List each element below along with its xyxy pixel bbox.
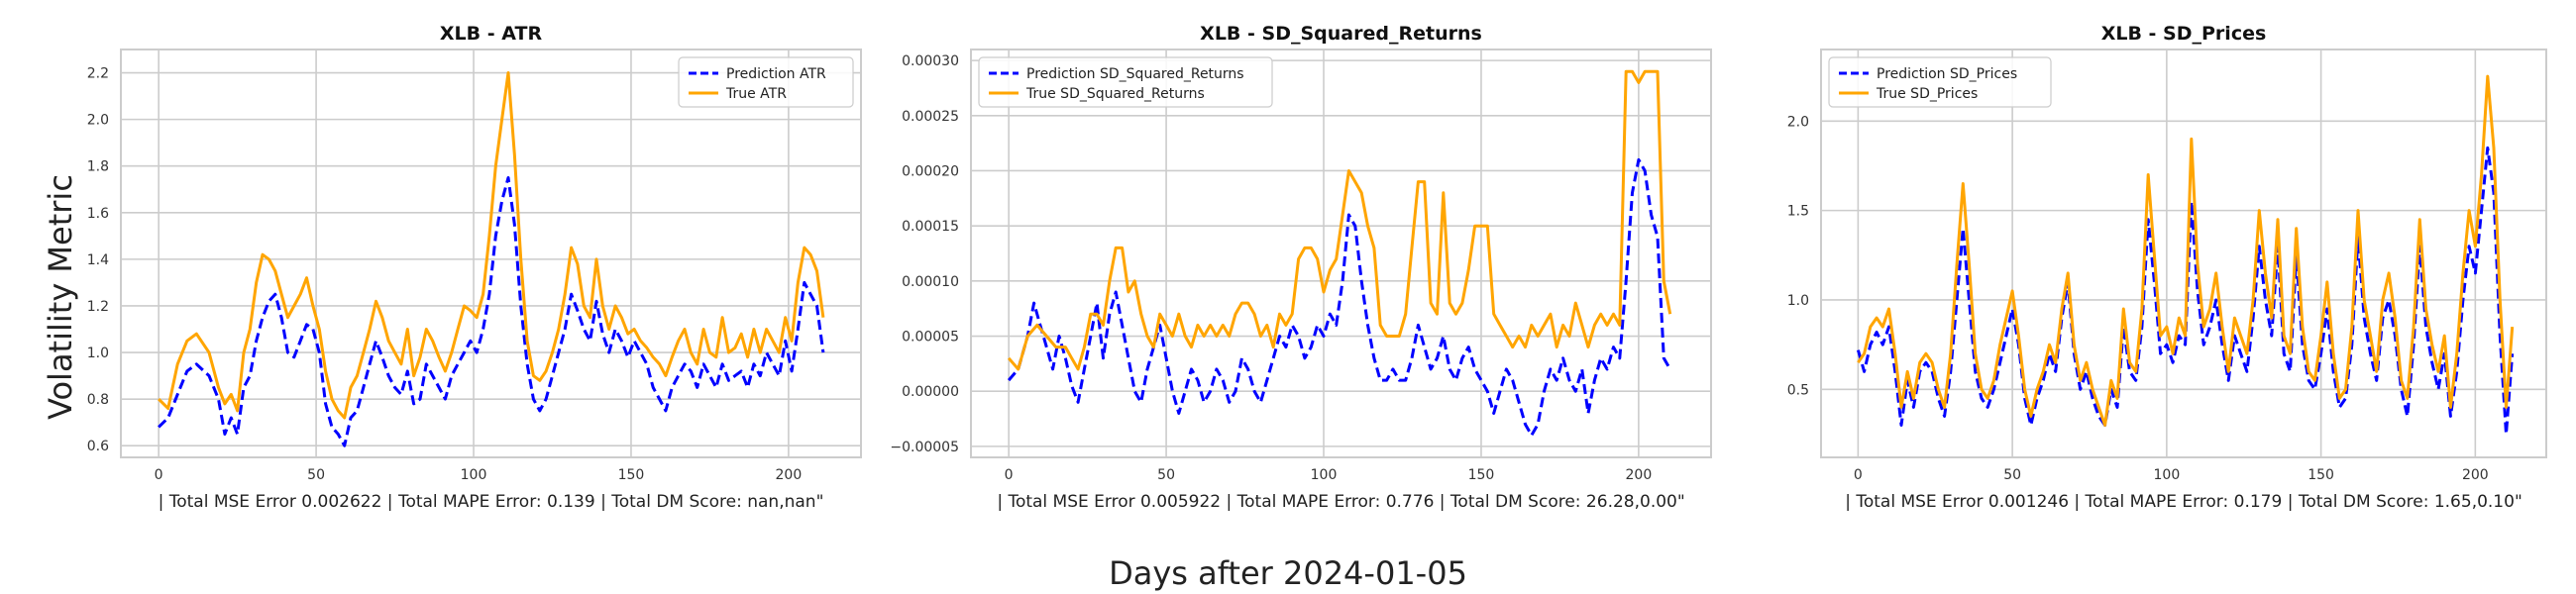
y-tick-label: 1.8 <box>87 159 109 175</box>
y-tick-label: 1.4 <box>87 252 109 268</box>
y-tick-label: 0.6 <box>87 439 109 454</box>
y-tick-label: 2.0 <box>87 113 109 129</box>
y-tick-label: 0.00000 <box>902 384 959 400</box>
chart-panel-2: 0 50 100 150 200 −0.00005 0.00000 0.00005 0.0001… <box>890 23 1712 512</box>
x-axis-label: | Total MSE Error 0.002622 | Total MAPE … <box>159 492 824 512</box>
legend-label: True ATR <box>725 86 787 102</box>
chart-title: XLB - SD_Prices <box>2101 23 2267 45</box>
y-tick-label: 0.00025 <box>902 109 959 125</box>
x-tick-label: 50 <box>2003 467 2021 483</box>
y-tick-label: 1.6 <box>87 206 109 222</box>
legend-label: Prediction ATR <box>726 66 826 82</box>
plot-area <box>971 50 1711 457</box>
y-tick-label: 0.00020 <box>902 163 959 179</box>
panels: 0 50 100 150 200 0.6 0.8 1.0 1.2 1.4 1.6 1.8 2.0 2.2 X… <box>87 23 2547 512</box>
series-line-true <box>158 71 825 420</box>
series-line-true <box>1007 69 1672 371</box>
legend: Prediction ATR True ATR <box>678 56 854 108</box>
chart-title: XLB - SD_Squared_Returns <box>1200 23 1482 45</box>
axes-frame <box>120 49 862 458</box>
series-group <box>158 71 825 447</box>
series-line-prediction <box>158 176 825 447</box>
legend-label: Prediction SD_Squared_Returns <box>1026 66 1244 82</box>
series-line-prediction <box>1856 146 2515 436</box>
legend-label: Prediction SD_Prices <box>1877 66 2017 82</box>
chart-title: XLB - ATR <box>440 23 543 45</box>
axes-frame <box>1820 49 2547 458</box>
x-tick-label: 50 <box>307 467 325 483</box>
legend-box <box>1828 56 2052 108</box>
x-tick-label: 0 <box>155 467 163 483</box>
x-tick-label: 150 <box>2308 467 2334 483</box>
legend-label: True SD_Squared_Returns <box>1025 86 1205 102</box>
x-tick-label: 100 <box>461 467 487 483</box>
figure-ylabel: Volatility Metric <box>42 174 79 420</box>
legend-label: True SD_Prices <box>1876 86 1978 102</box>
x-tick-label: 50 <box>1157 467 1175 483</box>
x-tick-label: 200 <box>1626 467 1653 483</box>
y-tick-label: 0.00010 <box>902 274 959 290</box>
y-tick-label: 1.5 <box>1787 204 1809 220</box>
x-axis-label: | Total MSE Error 0.005922 | Total MAPE … <box>997 492 1684 512</box>
legend-box <box>978 56 1273 108</box>
axes-frame <box>970 49 1712 458</box>
series-line-true <box>1857 74 2515 427</box>
x-tick-label: 0 <box>1005 467 1014 483</box>
y-tick-label: 1.2 <box>87 299 109 315</box>
figure-xlabel: Days after 2024-01-05 <box>1109 554 1467 592</box>
y-tick-label: −0.00005 <box>890 440 959 455</box>
x-tick-label: 150 <box>1468 467 1495 483</box>
plot-area <box>1821 50 2546 457</box>
x-tick-label: 150 <box>618 467 645 483</box>
x-tick-label: 200 <box>2462 467 2489 483</box>
chart-panel-1: 0 50 100 150 200 0.6 0.8 1.0 1.2 1.4 1.6 1.8 2.0 2.2 X… <box>87 23 862 512</box>
x-tick-label: 200 <box>776 467 803 483</box>
legend: Prediction SD_Squared_Returns True SD_Squ… <box>978 56 1273 108</box>
y-tick-label: 1.0 <box>87 346 109 361</box>
x-tick-label: 100 <box>1311 467 1338 483</box>
chart-panel-3: 0 50 100 150 200 0.5 1.0 1.5 2.0 XLB - SD_Prices |… <box>1787 23 2547 512</box>
y-tick-label: 0.00005 <box>902 330 959 346</box>
y-tick-label: 0.8 <box>87 392 109 408</box>
y-tick-label: 2.2 <box>87 66 109 82</box>
y-tick-label: 2.0 <box>1787 114 1809 130</box>
y-tick-label: 1.0 <box>1787 293 1809 309</box>
x-axis-label: | Total MSE Error 0.001246 | Total MAPE … <box>1845 492 2522 512</box>
series-line-prediction <box>1007 157 1671 438</box>
y-tick-label: 0.00015 <box>902 219 959 235</box>
y-tick-label: 0.00030 <box>902 53 959 69</box>
y-tick-label: 0.5 <box>1787 382 1809 398</box>
legend-box <box>678 56 854 108</box>
plot-area <box>121 50 861 457</box>
x-tick-label: 100 <box>2154 467 2181 483</box>
series-group <box>1856 74 2515 436</box>
legend: Prediction SD_Prices True SD_Prices <box>1828 56 2052 108</box>
series-group <box>1007 69 1672 438</box>
x-tick-label: 0 <box>1854 467 1863 483</box>
